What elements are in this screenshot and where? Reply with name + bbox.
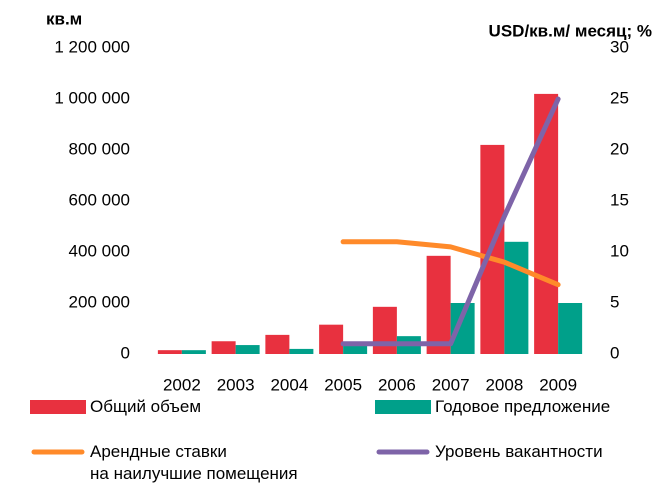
bar [265,334,290,354]
bar [558,303,583,354]
x-tick-label: 2002 [163,375,201,394]
line [340,239,561,288]
bar [426,255,451,354]
y-tick-label: 600 000 [69,190,130,209]
legend-swatch [30,400,86,414]
y2-tick-label: 25 [610,88,629,107]
y2-tick-label: 10 [610,241,629,260]
bar [534,93,559,355]
y2-tick-label: 5 [610,292,619,311]
x-tick-label: 2006 [378,375,416,394]
bar [289,348,314,354]
bar [181,350,206,354]
bar [235,345,260,354]
bar [157,350,182,354]
legend-label: Арендные ставки на наилучшие помещения [90,442,298,483]
legend-swatch [375,400,431,414]
legend-label: Общий объем [90,397,202,416]
x-tick-label: 2009 [539,375,577,394]
y-tick-label: 0 [121,343,130,362]
bar [343,343,368,354]
y-tick-label: 1 200 000 [54,37,130,56]
line [340,96,561,347]
y2-tick-label: 0 [610,343,619,362]
legend-label: Годовое предложение [435,397,611,416]
legend-label: Уровень вакантности [435,442,603,461]
y-tick-label: 800 000 [69,139,130,158]
bar [504,241,529,354]
y2-axis-label: USD/кв.м/ месяц; % [489,21,652,40]
x-tick-label: 2004 [270,375,308,394]
bar [319,324,344,354]
x-tick-label: 2007 [432,375,470,394]
x-tick-label: 2003 [217,375,255,394]
y-axis-label: кв.м [46,9,82,28]
y2-tick-label: 30 [610,37,629,56]
y-tick-label: 200 000 [69,292,130,311]
y-tick-label: 400 000 [69,241,130,260]
y2-tick-label: 15 [610,190,629,209]
bar [372,306,397,354]
y2-tick-label: 20 [610,139,629,158]
x-tick-label: 2005 [324,375,362,394]
x-tick-label: 2008 [485,375,523,394]
y-tick-label: 1 000 000 [54,88,130,107]
bar [211,341,236,354]
